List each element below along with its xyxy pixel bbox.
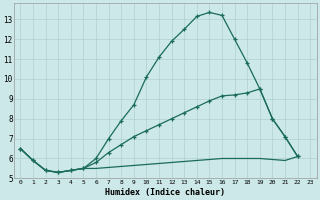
X-axis label: Humidex (Indice chaleur): Humidex (Indice chaleur) xyxy=(105,188,225,197)
